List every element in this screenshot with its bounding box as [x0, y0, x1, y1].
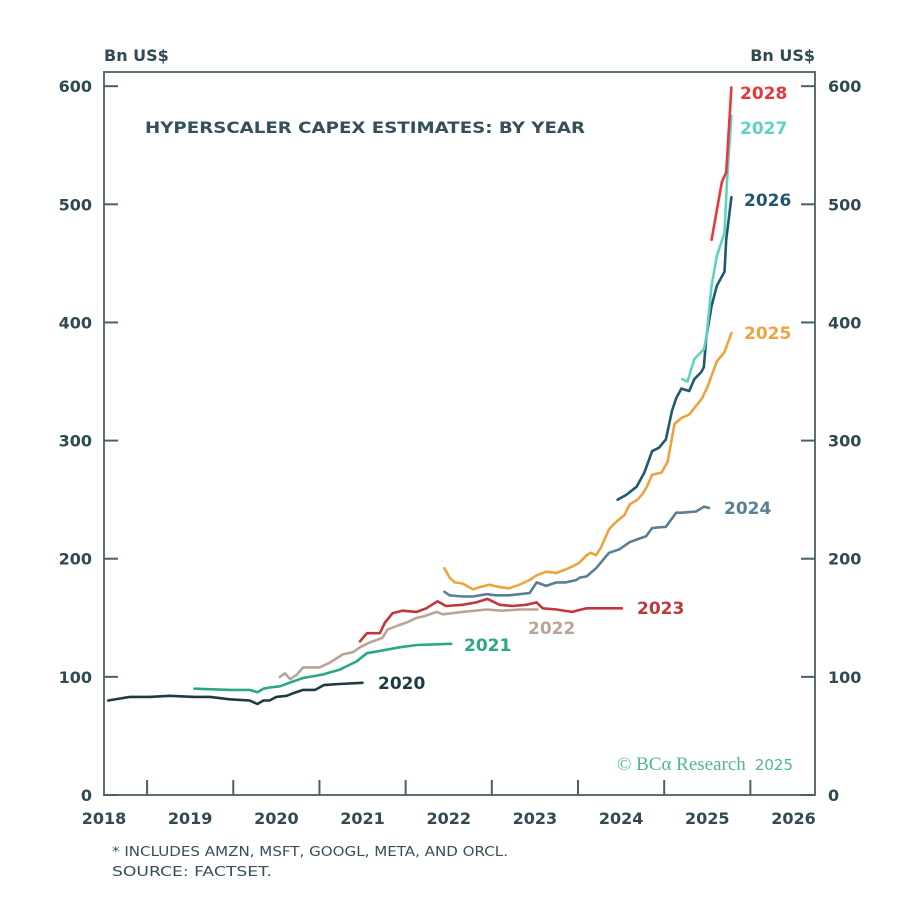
- series-line-2025: [443, 331, 733, 591]
- right-y-tick-label: 200: [828, 550, 861, 569]
- right-y-tick-label: 500: [828, 195, 861, 214]
- right-y-axis: 0 100 200 300 400 500 600: [801, 77, 861, 805]
- series-label-2026: 2026: [744, 191, 791, 211]
- right-y-tick-label: 0: [828, 786, 839, 805]
- chart-title: HYPERSCALER CAPEX ESTIMATES: BY YEAR: [145, 118, 585, 137]
- right-y-tick-label: 400: [828, 313, 861, 332]
- left-y-tick-label: 500: [59, 195, 92, 214]
- series-line-2024: [443, 505, 711, 598]
- left-y-tick-label: 200: [59, 550, 92, 569]
- copyright-year: 2025: [755, 756, 793, 774]
- series-line-2027: [681, 114, 733, 383]
- x-tick-label: 2019: [168, 809, 213, 828]
- series-line-2021: [193, 642, 453, 694]
- x-tick-label: 2025: [685, 809, 730, 828]
- series-label-2025: 2025: [744, 324, 791, 344]
- series-label-2023: 2023: [637, 599, 684, 619]
- left-y-tick-label: 600: [59, 77, 92, 96]
- plot-frame: [103, 71, 816, 796]
- x-tick-label: 2021: [340, 809, 385, 828]
- x-tick-label: 2020: [254, 809, 299, 828]
- footnote-includes: * INCLUDES AMZN, MSFT, GOOGL, META, AND …: [112, 844, 508, 860]
- left-y-axis: 0 100 200 300 400 500 600: [59, 77, 118, 805]
- right-y-tick-label: 100: [828, 668, 861, 687]
- series-line-2022: [278, 608, 539, 681]
- right-y-tick-label: 600: [828, 77, 861, 96]
- x-tick-label: 2022: [426, 809, 471, 828]
- x-tick-label: 2026: [771, 809, 816, 828]
- left-axis-unit-label: Bn US$: [104, 46, 169, 65]
- series-label-2027: 2027: [740, 119, 787, 139]
- series-lines: [107, 86, 733, 706]
- copyright-notice: © BCα Research 2025: [617, 754, 793, 775]
- series-line-2026: [616, 195, 733, 501]
- right-y-tick-label: 300: [828, 432, 861, 451]
- left-y-tick-label: 0: [81, 786, 92, 805]
- series-line-2023: [358, 597, 624, 643]
- series-label-2024: 2024: [724, 499, 771, 519]
- footnote-source: SOURCE: FACTSET.: [112, 864, 272, 880]
- series-labels: 2020 2021 2022 2023 2024 2025 2026 2027 2028: [378, 84, 791, 694]
- series-label-2020: 2020: [378, 674, 425, 694]
- series-label-2028: 2028: [740, 84, 787, 104]
- series-label-2022: 2022: [528, 619, 575, 639]
- right-axis-unit-label: Bn US$: [750, 46, 815, 65]
- series-line-2028: [710, 86, 733, 242]
- left-y-tick-label: 400: [59, 313, 92, 332]
- left-y-tick-label: 100: [59, 668, 92, 687]
- series-line-2020: [107, 681, 364, 706]
- x-tick-label: 2023: [513, 809, 558, 828]
- x-tick-label: 2018: [82, 809, 127, 828]
- x-axis: 2018 2019 2020 2021 2022 2023 2024 2025 2026: [82, 780, 816, 828]
- copyright-brand: © BCα Research: [617, 754, 746, 775]
- left-y-tick-label: 300: [59, 432, 92, 451]
- series-label-2021: 2021: [464, 636, 511, 656]
- x-tick-label: 2024: [599, 809, 644, 828]
